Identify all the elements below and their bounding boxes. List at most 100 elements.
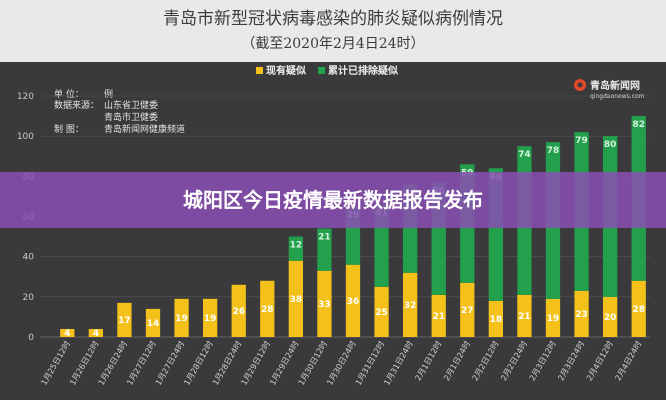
bar-current	[345, 264, 361, 337]
banner-background	[0, 172, 666, 228]
x-tick-label: 2月2日24时	[498, 339, 529, 382]
data-label-current: 25	[375, 308, 388, 318]
data-label-current: 20	[604, 313, 617, 323]
header-band	[0, 0, 666, 62]
bar-current	[517, 294, 532, 337]
banner-text: 城阳区今日疫情最新数据报告发布	[183, 188, 483, 212]
x-tick-label: 2月1日12时	[413, 339, 444, 382]
y-tick-label: 0	[28, 333, 34, 343]
data-label-current: 28	[261, 305, 274, 315]
bar-current	[631, 280, 646, 337]
headline-banner: 城阳区今日疫情最新数据报告发布	[0, 172, 666, 228]
data-label-current: 19	[175, 314, 188, 324]
data-label-current: 18	[490, 315, 503, 325]
x-tick-label: 1月31日24时	[381, 339, 414, 387]
data-label-current: 21	[432, 312, 445, 322]
data-label-current: 17	[118, 316, 131, 326]
meta-source-1: 山东省卫健委	[104, 99, 158, 111]
x-tick-label: 2月3日24时	[555, 339, 586, 382]
legend-label-current: 现有疑似	[266, 64, 306, 77]
meta-unit-value: 例	[104, 88, 113, 100]
bar-excluded	[288, 236, 303, 261]
x-tick-label: 1月30日12时	[296, 339, 329, 387]
bar-current	[460, 282, 475, 337]
y-tick-label: 40	[23, 253, 35, 263]
bar-current	[545, 298, 561, 337]
bar-current	[574, 290, 589, 337]
data-label-current: 33	[318, 300, 331, 310]
x-tick-label: 1月29日24时	[267, 339, 300, 387]
x-tick-label: 1月28日12时	[181, 339, 214, 387]
bar-current	[317, 270, 332, 337]
bar-current	[88, 328, 103, 337]
legend: 现有疑似 累计已排除疑似	[256, 64, 398, 77]
bar-current	[117, 302, 132, 337]
meta-unit-label: 单 位：	[54, 88, 84, 100]
data-label-excluded: 74	[518, 150, 531, 160]
x-tick-label: 2月4日12时	[584, 339, 615, 382]
meta-made-value: 青岛新闻网健康频道	[104, 123, 185, 135]
data-label-current: 26	[232, 307, 245, 317]
data-label-current: 19	[547, 314, 560, 324]
x-tick-label: 1月26日12时	[67, 339, 100, 387]
data-label-current: 19	[204, 314, 217, 324]
bar-current	[174, 298, 189, 337]
bar-current	[603, 296, 618, 337]
meta-made-label: 制 图：	[54, 123, 84, 135]
y-tick-label: 20	[23, 293, 35, 303]
data-label-current: 28	[632, 305, 645, 315]
y-tick-label: 120	[17, 92, 34, 102]
bar-current	[260, 280, 275, 337]
data-label-current: 27	[461, 306, 474, 316]
legend-swatch-current	[256, 67, 263, 74]
data-label-excluded: 82	[632, 120, 645, 130]
bar-current	[431, 294, 446, 337]
x-tick-label: 1月29日12时	[239, 339, 272, 387]
bar-current	[403, 272, 418, 337]
x-tick-label: 1月26日24时	[96, 339, 129, 387]
x-tick-label: 1月30日24时	[324, 339, 357, 387]
x-tick-label: 2月4日24时	[613, 339, 644, 382]
data-label-current: 32	[404, 301, 417, 311]
x-tick-label: 1月25日12时	[39, 339, 72, 387]
bar-current	[488, 300, 503, 337]
data-label-excluded: 21	[318, 233, 331, 243]
data-label-excluded: 79	[575, 136, 588, 146]
chart-subtitle: （截至2020年2月4日24时）	[241, 36, 424, 52]
x-tick-label: 2月1日24时	[441, 339, 472, 382]
chart-title: 青岛市新型冠状病毒感染的肺炎疑似病例情况	[163, 9, 503, 29]
data-label-current: 14	[147, 319, 160, 329]
logo-text: 青岛新闻网	[590, 79, 640, 92]
x-tick-label: 2月2日12时	[470, 339, 501, 382]
bar-excluded	[317, 228, 332, 271]
data-label-excluded: 78	[547, 146, 560, 156]
data-label-current: 4	[93, 329, 99, 339]
bar-current	[231, 284, 246, 337]
y-tick-label: 100	[17, 132, 34, 142]
legend-swatch-excluded	[318, 67, 325, 74]
bar-current	[145, 308, 161, 337]
bar-current	[60, 328, 75, 337]
data-label-excluded: 12	[290, 241, 303, 251]
data-label-excluded: 80	[604, 140, 617, 150]
data-label-current: 23	[575, 310, 588, 320]
bar-current	[374, 286, 389, 337]
data-label-current: 21	[518, 312, 531, 322]
data-label-current: 38	[290, 295, 303, 305]
bar-current	[203, 298, 218, 337]
logo-domain: qingdaonews.com	[590, 93, 645, 100]
x-tick-label: 1月27日24时	[153, 339, 186, 387]
x-tick-label: 1月27日12时	[124, 339, 157, 387]
meta-source-2: 青岛市卫健委	[104, 111, 158, 123]
bar-current	[288, 260, 303, 337]
logo-mark-inner-icon	[577, 82, 583, 88]
x-tick-label: 1月28日24时	[210, 339, 243, 387]
x-tick-label: 2月3日12时	[527, 339, 558, 382]
x-tick-label: 1月31日12时	[353, 339, 386, 387]
site-logo: 青岛新闻网 qingdaonews.com	[574, 79, 645, 100]
meta-block: 单 位： 例 数据来源： 山东省卫健委 青岛市卫健委 制 图： 青岛新闻网健康频…	[54, 88, 185, 135]
data-label-current: 36	[347, 297, 360, 307]
legend-label-excluded: 累计已排除疑似	[328, 64, 398, 77]
